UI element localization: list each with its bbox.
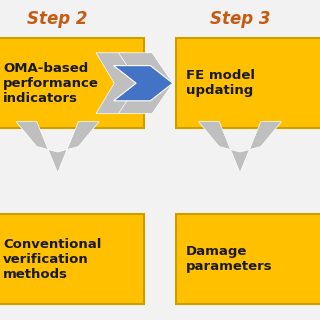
Text: Step 2: Step 2	[27, 10, 88, 28]
FancyBboxPatch shape	[0, 214, 144, 304]
Text: Conventional
verification
methods: Conventional verification methods	[3, 238, 101, 281]
Text: Damage
parameters: Damage parameters	[186, 245, 272, 273]
Polygon shape	[114, 66, 173, 101]
Text: Step 3: Step 3	[210, 10, 270, 28]
Polygon shape	[118, 53, 173, 114]
Polygon shape	[198, 122, 282, 173]
Text: FE model
updating: FE model updating	[186, 69, 255, 97]
Text: OMA-based
performance
indicators: OMA-based performance indicators	[3, 62, 99, 105]
Polygon shape	[96, 53, 144, 114]
Polygon shape	[16, 122, 99, 173]
FancyBboxPatch shape	[176, 38, 320, 128]
FancyBboxPatch shape	[0, 38, 144, 128]
FancyBboxPatch shape	[176, 214, 320, 304]
